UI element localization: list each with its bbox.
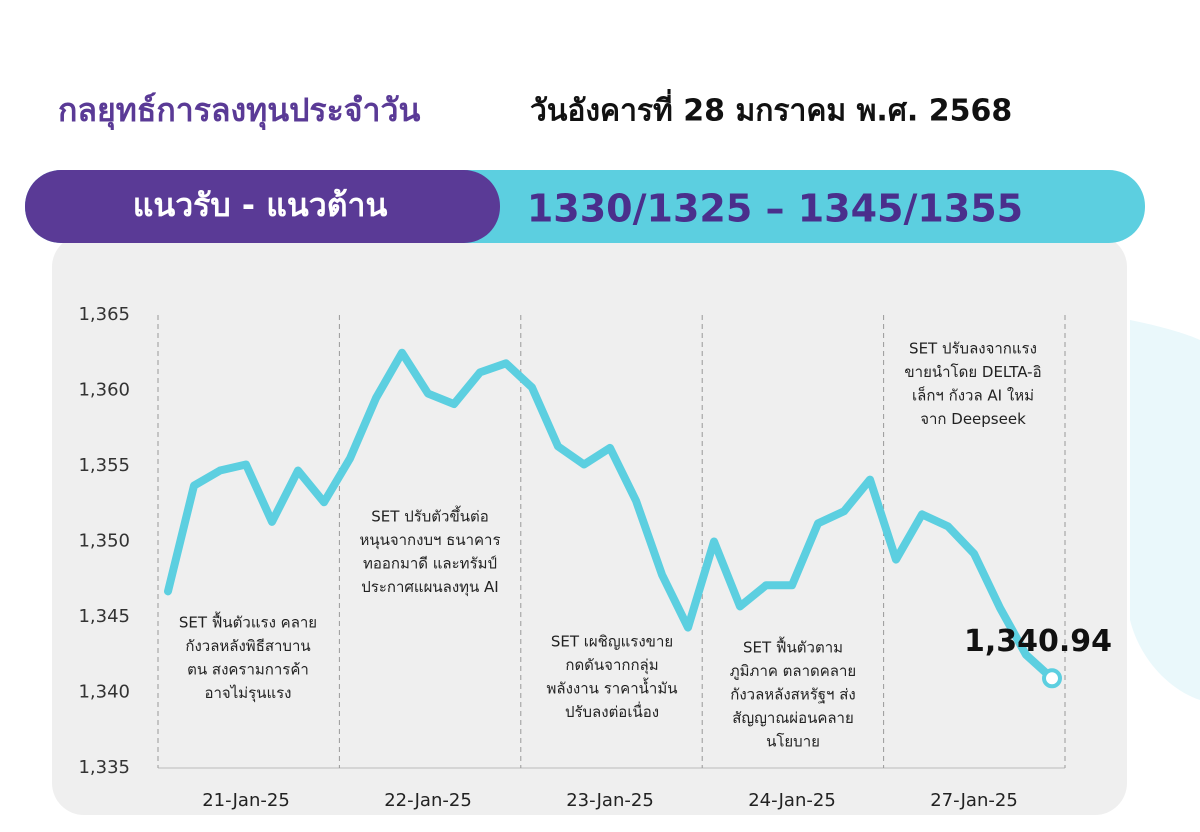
range-label: แนวรับ - แนวต้าน	[133, 186, 388, 224]
annotation: นโยบาย	[766, 733, 820, 751]
value-label: 1,340.94	[964, 624, 1112, 659]
annotation: SET ฟื้นตัวตาม	[743, 637, 843, 657]
annotation: ประกาศแผนลงทุน AI	[361, 578, 498, 597]
page-date: วันอังคารที่ 28 มกราคม พ.ศ. 2568	[530, 89, 1012, 129]
annotation: เล็กฯ กังวล AI ใหม่	[912, 386, 1034, 405]
annotation: อาจไม่รุนแรง	[204, 684, 291, 703]
range-label-bg	[25, 170, 500, 243]
y-tick-label: 1,345	[78, 606, 130, 627]
y-tick-label: 1,335	[78, 757, 130, 778]
annotation: ทออกมาดี และทรัมป์	[363, 555, 497, 573]
annotation: SET ปรับลงจากแรง	[909, 340, 1037, 358]
decoration	[1130, 320, 1200, 700]
annotation: ขายนำโดย DELTA-อิ	[904, 363, 1041, 381]
y-tick-label: 1,340	[78, 682, 130, 703]
annotation: พลังงาน ราคาน้ำมัน	[547, 678, 678, 698]
annotation: ตน สงครามการค้า	[187, 661, 309, 679]
annotation: สัญญาณผ่อนคลาย	[732, 709, 854, 727]
page-title: กลยุทธ์การลงทุนประจำวัน	[58, 91, 420, 131]
annotation: ปรับลงต่อเนื่อง	[565, 701, 659, 721]
y-tick-label: 1,350	[78, 531, 130, 552]
price-line	[164, 348, 1056, 683]
end-point	[1042, 668, 1062, 689]
chart-panel	[52, 235, 1127, 815]
x-tick-label: 23-Jan-25	[566, 790, 654, 811]
x-tick-label: 24-Jan-25	[748, 790, 836, 811]
annotation: SET ปรับตัวขึ้นต่อ	[371, 506, 488, 526]
annotation: SET เผชิญแรงขาย	[551, 633, 673, 651]
annotation: กังวลหลังพิธีสาบาน	[185, 637, 310, 655]
annotation: จาก Deepseek	[920, 410, 1026, 428]
x-tick-label: 21-Jan-25	[202, 790, 290, 811]
range-value: 1330/1325 – 1345/1355	[527, 187, 1023, 231]
annotation: ภูมิภาค ตลาดคลาย	[730, 662, 856, 680]
annotation: SET ฟื้นตัวแรง คลาย	[179, 612, 317, 632]
x-tick-label: 22-Jan-25	[384, 790, 472, 811]
x-tick-label: 27-Jan-25	[930, 790, 1018, 811]
y-tick-label: 1,365	[78, 304, 130, 325]
annotation: หนุนจากงบฯ ธนาคาร	[359, 531, 500, 550]
annotation: กดดันจากกลุ่ม	[565, 656, 658, 675]
y-tick-label: 1,360	[78, 380, 130, 401]
annotation: กังวลหลังสหรัฐฯ ส่ง	[730, 686, 855, 704]
y-tick-label: 1,355	[78, 455, 130, 476]
